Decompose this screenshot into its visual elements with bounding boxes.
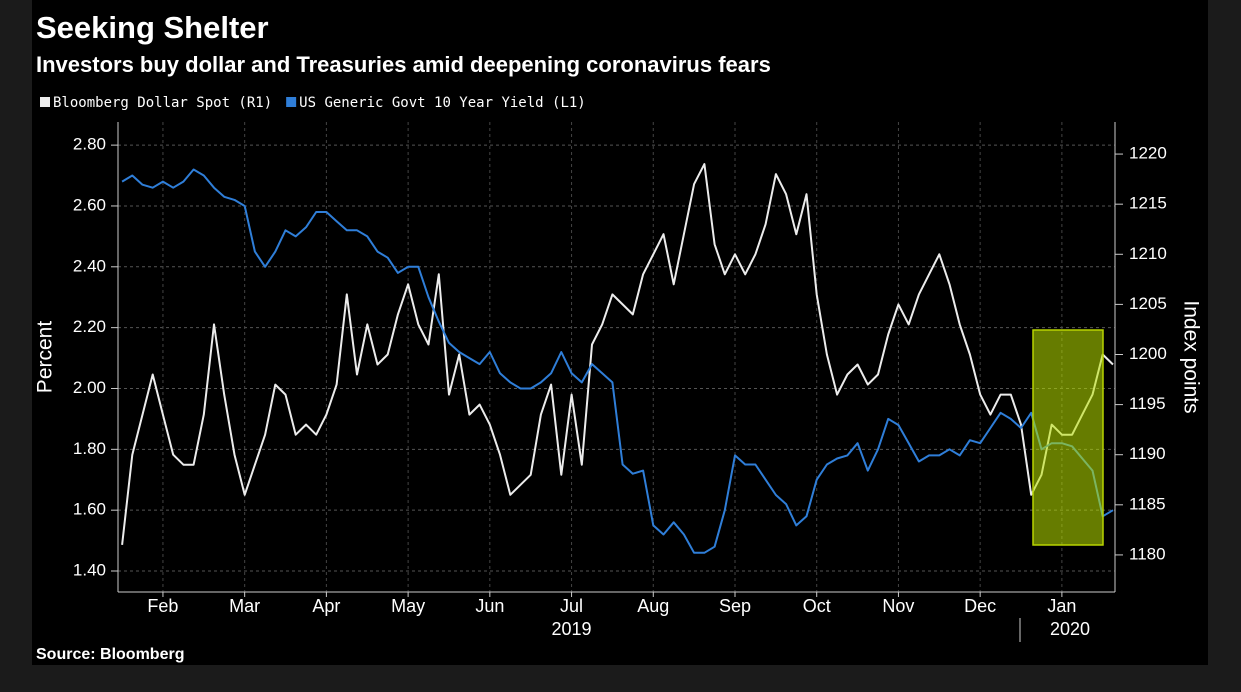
x-tick-label: May bbox=[391, 596, 425, 616]
chart-subtitle: Investors buy dollar and Treasuries amid… bbox=[36, 52, 771, 77]
x-tick-label: Jul bbox=[560, 596, 583, 616]
y2-tick-label: 1195 bbox=[1129, 394, 1166, 413]
x-tick-label: Nov bbox=[882, 596, 914, 616]
y-tick-label: 1.40 bbox=[73, 560, 106, 579]
y2-tick-label: 1205 bbox=[1129, 294, 1167, 313]
x-tick-label: Aug bbox=[637, 596, 669, 616]
x-tick-label: Jun bbox=[475, 596, 504, 616]
x-tick-label: Jan bbox=[1047, 596, 1076, 616]
y2-tick-label: 1220 bbox=[1129, 144, 1167, 163]
year-label: 2020 bbox=[1050, 619, 1090, 639]
highlight-box bbox=[1032, 329, 1104, 546]
y2-tick-label: 1185 bbox=[1129, 494, 1166, 513]
y-tick-label: 2.80 bbox=[73, 135, 106, 154]
y-tick-label: 1.80 bbox=[73, 439, 106, 458]
y2-tick-label: 1210 bbox=[1129, 244, 1167, 263]
x-tick-label: Dec bbox=[964, 596, 996, 616]
x-tick-label: Oct bbox=[803, 596, 831, 616]
source: Source: Bloomberg bbox=[36, 646, 184, 663]
x-tick-label: Mar bbox=[229, 596, 260, 616]
y2-tick-label: 1200 bbox=[1129, 344, 1167, 363]
y-tick-label: 1.60 bbox=[73, 500, 106, 519]
y-tick-label: 2.40 bbox=[73, 256, 106, 275]
y-tick-label: 2.60 bbox=[73, 195, 106, 214]
y2-tick-label: 1180 bbox=[1129, 544, 1166, 563]
background bbox=[32, 0, 1208, 665]
y-tick-label: 2.00 bbox=[73, 378, 106, 397]
y2-tick-label: 1190 bbox=[1129, 444, 1166, 463]
y-axis-label: Percent bbox=[34, 321, 57, 394]
year-label: 2019 bbox=[552, 619, 592, 639]
series-line bbox=[121, 168, 1114, 554]
chart-title: Seeking Shelter bbox=[36, 10, 269, 45]
y2-axis-label: Index points bbox=[1179, 300, 1202, 413]
legend-swatch bbox=[286, 97, 297, 107]
y-tick-label: 2.20 bbox=[73, 317, 106, 336]
y2-tick-label: 1215 bbox=[1129, 194, 1167, 213]
x-tick-label: Sep bbox=[719, 596, 751, 616]
series-line bbox=[121, 163, 1114, 546]
legend-swatch bbox=[40, 97, 50, 107]
legend-label: Bloomberg Dollar Spot (R1) bbox=[53, 95, 272, 111]
x-tick-label: Apr bbox=[312, 596, 340, 616]
legend-label: US Generic Govt 10 Year Yield (L1) bbox=[299, 95, 586, 111]
x-tick-label: Feb bbox=[147, 596, 178, 616]
